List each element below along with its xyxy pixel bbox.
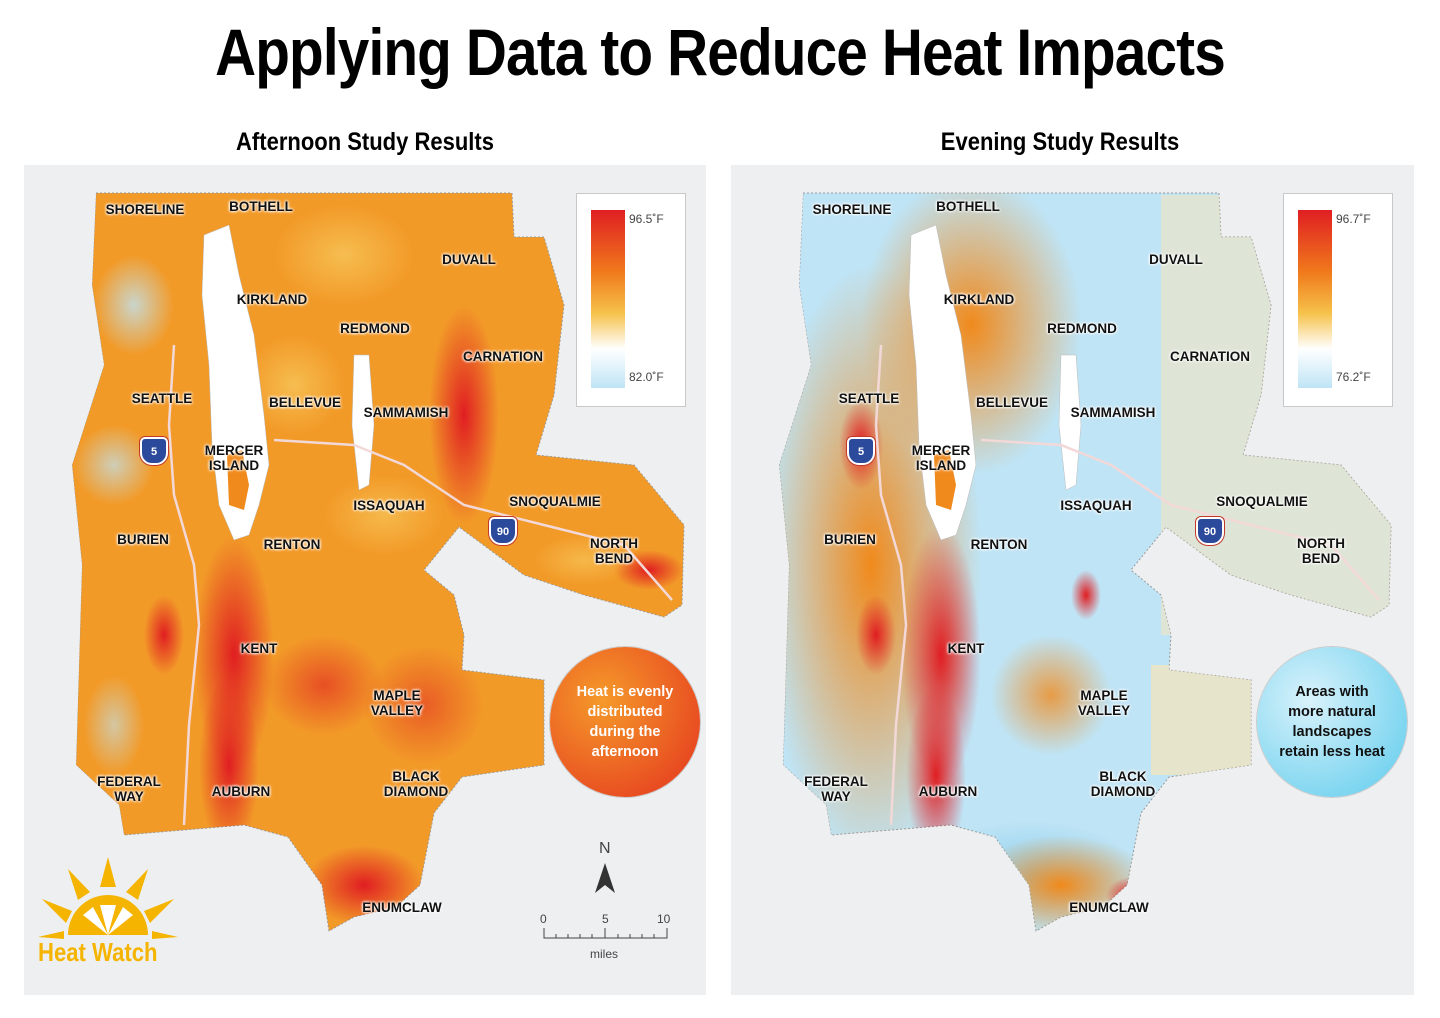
city-label-mercer-island: MERCER ISLAND [204,443,264,473]
city-label-bellevue: BELLEVUE [975,395,1049,410]
city-label-bothell: BOTHELL [229,199,293,214]
city-label-enumclaw: ENUMCLAW [362,900,442,915]
city-label-auburn: AUBURN [211,784,271,799]
scale-tick-0: 0 [540,912,547,926]
city-label-redmond: REDMOND [340,321,410,336]
interstate-90-shield-icon: 90 [489,517,517,545]
city-label-kent: KENT [947,641,985,656]
evening-heat-map [731,165,1392,932]
city-label-mercer-island: MERCER ISLAND [911,443,971,473]
city-label-snoqualmie: SNOQUALMIE [509,494,601,509]
legend-color-bar [591,210,625,388]
scale-unit: miles [590,947,619,961]
city-label-auburn: AUBURN [918,784,978,799]
city-label-kirkland: KIRKLAND [236,292,308,307]
city-label-issaquah: ISSAQUAH [353,498,425,513]
afternoon-panel-title: Afternoon Study Results [236,128,494,156]
city-label-renton: RENTON [263,537,321,552]
city-label-issaquah: ISSAQUAH [1060,498,1132,513]
city-label-maple-valley: MAPLE VALLEY [370,688,424,718]
scale-tick-5: 5 [602,912,609,926]
city-label-snoqualmie: SNOQUALMIE [1216,494,1308,509]
evening-map[interactable]: SHORELINE BOTHELL DUVALL KIRKLAND REDMON… [731,165,1414,995]
city-label-kent: KENT [240,641,278,656]
city-label-sammamish: SAMMAMISH [1070,405,1156,420]
city-label-black-diamond: BLACK DIAMOND [1090,769,1156,799]
city-label-carnation: CARNATION [1170,349,1250,364]
evening-temperature-legend: 96.7˚F 76.2˚F [1283,193,1393,407]
city-label-federal-way: FEDERAL WAY [97,774,161,804]
city-label-burien: BURIEN [824,532,876,547]
city-label-shoreline: SHORELINE [812,202,892,217]
city-label-kirkland: KIRKLAND [943,292,1015,307]
city-label-shoreline: SHORELINE [105,202,185,217]
legend-max-value: 96.7˚F [1336,212,1371,226]
city-label-bellevue: BELLEVUE [268,395,342,410]
city-label-enumclaw: ENUMCLAW [1069,900,1149,915]
evening-panel-title: Evening Study Results [940,128,1180,156]
north-arrow-icon [595,863,615,893]
legend-max-value: 96.5˚F [629,212,664,226]
city-label-seattle: SEATTLE [838,391,900,406]
afternoon-callout: Heat is evenly distributed during the af… [550,647,700,797]
evening-callout: Areas with more natural landscapes retai… [1257,647,1407,797]
north-arrow-label: N [599,840,611,857]
legend-min-value: 76.2˚F [1336,370,1371,384]
city-label-carnation: CARNATION [463,349,543,364]
callout-text: Heat is evenly distributed during the af… [576,684,674,760]
interstate-5-shield-icon: 5 [140,437,168,465]
scale-bar [543,928,668,939]
afternoon-heat-map [24,165,685,932]
city-label-redmond: REDMOND [1047,321,1117,336]
city-label-north-bend: NORTH BEND [590,536,638,566]
interstate-5-shield-icon: 5 [847,437,875,465]
city-label-burien: BURIEN [117,532,169,547]
city-label-bothell: BOTHELL [936,199,1000,214]
interstate-90-shield-icon: 90 [1196,517,1224,545]
city-label-black-diamond: BLACK DIAMOND [383,769,449,799]
city-label-north-bend: NORTH BEND [1297,536,1345,566]
callout-text: Areas with more natural landscapes retai… [1279,684,1385,760]
city-label-federal-way: FEDERAL WAY [804,774,868,804]
scale-tick-10: 10 [657,912,671,926]
afternoon-map[interactable]: SHORELINE BOTHELL DUVALL KIRKLAND REDMON… [24,165,706,995]
city-label-seattle: SEATTLE [131,391,193,406]
afternoon-temperature-legend: 96.5˚F 82.0˚F [576,193,686,407]
heat-watch-logo-text: Heat Watch [38,937,158,967]
city-label-sammamish: SAMMAMISH [363,405,449,420]
sun-icon [38,857,178,939]
city-label-duvall: DUVALL [442,252,496,267]
legend-min-value: 82.0˚F [629,370,664,384]
legend-color-bar [1298,210,1332,388]
page-title: Applying Data to Reduce Heat Impacts [215,15,1226,89]
city-label-duvall: DUVALL [1149,252,1203,267]
city-label-maple-valley: MAPLE VALLEY [1077,688,1131,718]
city-label-renton: RENTON [970,537,1028,552]
